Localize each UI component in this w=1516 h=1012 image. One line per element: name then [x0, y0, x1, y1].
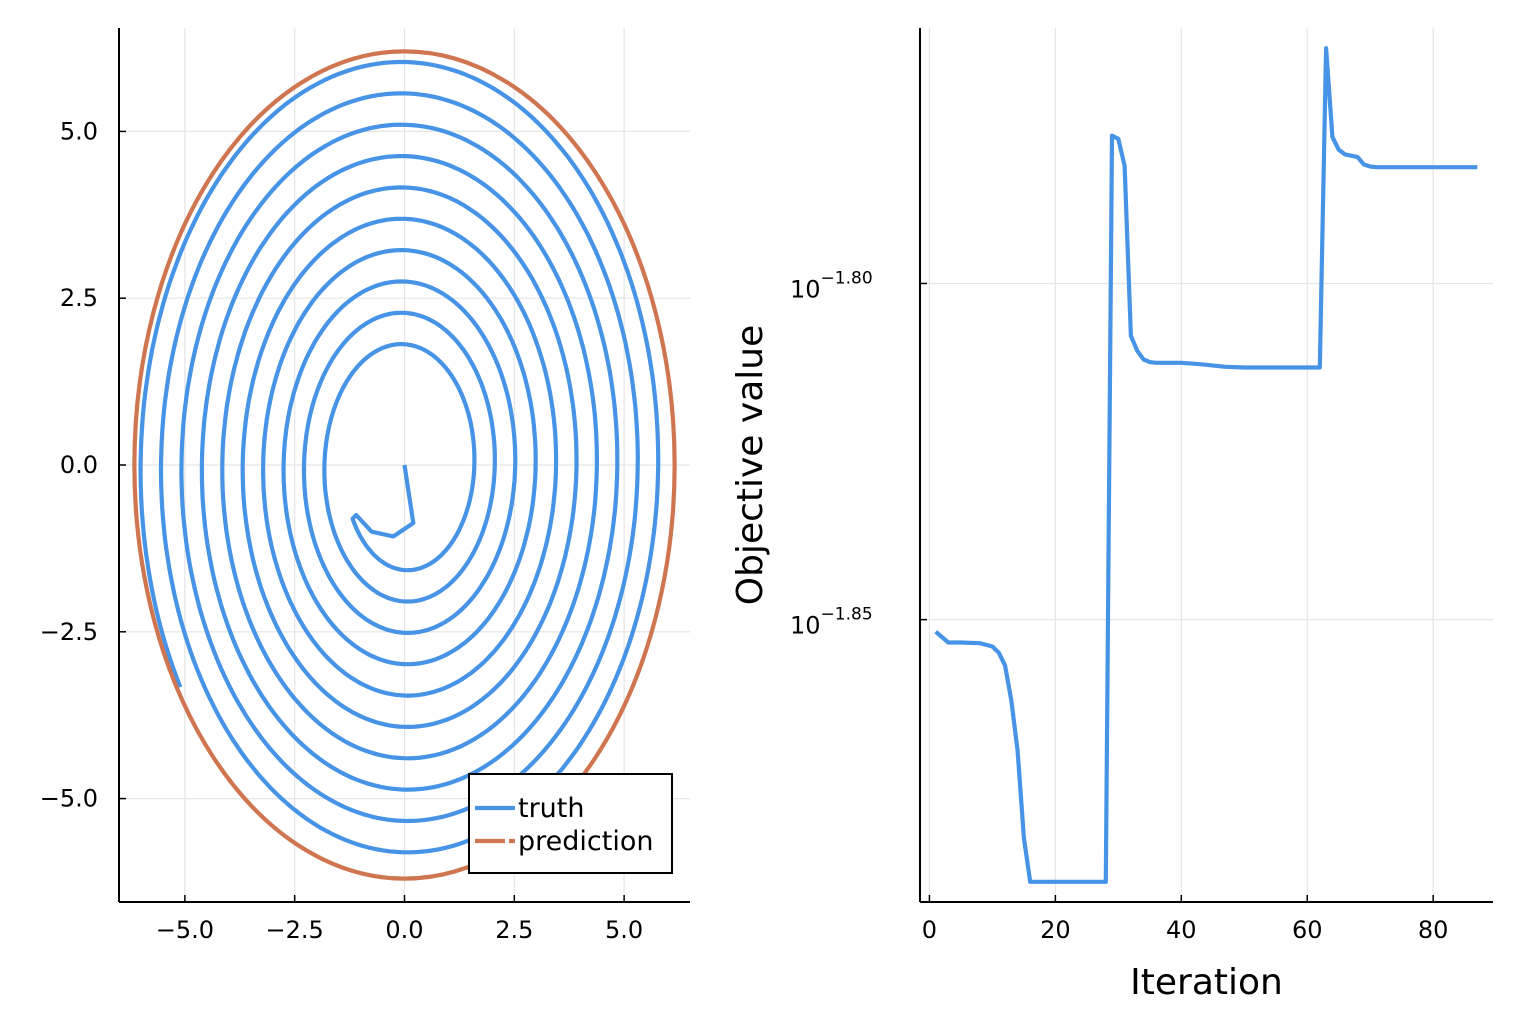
left-x-tick-label: 5.0: [605, 916, 643, 944]
y-axis-title: Objective value: [730, 325, 771, 605]
phase-portrait-panel: −5.0 −2.5 0.0 2.5 5.0 −5.0 −2.5 0.0 2.5 5.0 truthp…: [40, 28, 690, 944]
right-y-tick-label: 10−1.80: [790, 268, 873, 303]
left-y-tick-label: −2.5: [40, 618, 98, 646]
prediction-series-line: [132, 49, 677, 881]
left-y-tick-label: 5.0: [60, 117, 98, 145]
tick-exponent: −1.80: [821, 268, 873, 288]
x-axis-title: Iteration: [1130, 962, 1283, 1003]
tick-base: 10: [790, 275, 821, 303]
right-y-tick-label: 10−1.85: [790, 605, 873, 640]
right-x-tick-label: 60: [1292, 916, 1323, 944]
left-x-tick-label: −2.5: [266, 916, 324, 944]
legend-label-truth: truth: [518, 793, 585, 824]
objective-series-line: [934, 46, 1478, 884]
left-y-tick-label: −5.0: [40, 785, 98, 813]
left-x-tick-label: −5.0: [156, 916, 214, 944]
right-x-tick-label: 0: [922, 916, 937, 944]
objective-panel: 0 20 40 60 8010−1.8010−1.85IterationObjectiv…: [730, 28, 1493, 1003]
right-x-tick-label: 80: [1418, 916, 1449, 944]
tick-exponent: −1.85: [821, 605, 873, 625]
left-x-tick-label: 2.5: [495, 916, 533, 944]
legend-label-prediction: prediction: [518, 826, 653, 857]
legend-box: [468, 773, 673, 874]
truth-series-line: [138, 59, 661, 855]
left-y-tick-label: 2.5: [60, 284, 98, 312]
right-x-tick-label: 40: [1166, 916, 1197, 944]
left-y-tick-label: 0.0: [60, 451, 98, 479]
tick-base: 10: [790, 612, 821, 640]
left-x-tick-label: 0.0: [385, 916, 423, 944]
right-x-tick-label: 20: [1040, 916, 1071, 944]
